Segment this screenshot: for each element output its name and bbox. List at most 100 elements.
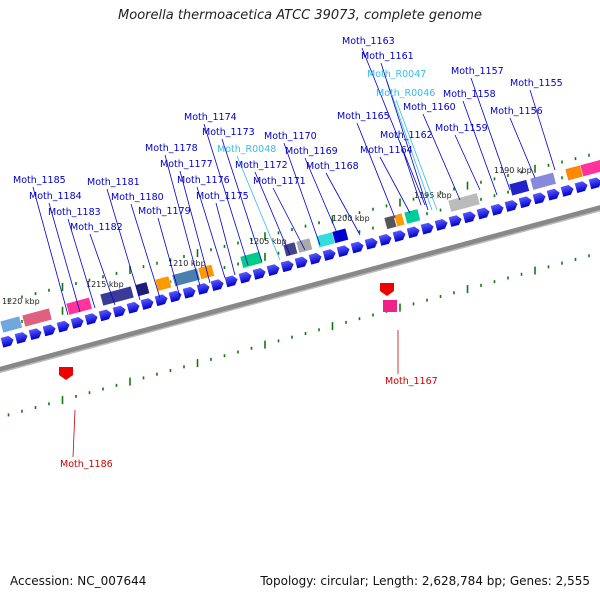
gene-label[interactable]: Moth_1170 [264, 131, 317, 142]
cds-arrow[interactable] [112, 305, 127, 318]
cds-arrow[interactable] [350, 241, 365, 254]
cds-arrow[interactable] [448, 214, 463, 227]
feature-box[interactable] [171, 267, 201, 287]
feature-box[interactable] [579, 158, 600, 177]
cds-arrow[interactable] [532, 192, 547, 205]
reverse-feature-marker[interactable] [380, 283, 394, 296]
label-leader-line [196, 186, 226, 279]
feature-box[interactable] [99, 285, 135, 307]
cds-arrow[interactable] [126, 301, 141, 314]
gene-label[interactable]: Moth_R0047 [367, 69, 426, 80]
gene-label[interactable]: Moth_1183 [48, 207, 101, 218]
cds-arrow[interactable] [462, 210, 477, 224]
cds-arrow[interactable] [56, 320, 71, 333]
gene-label[interactable]: Moth_1155 [510, 78, 563, 89]
gene-label[interactable]: Moth_1177 [160, 159, 213, 170]
cds-arrow[interactable] [322, 248, 337, 261]
cds-arrow[interactable] [14, 331, 29, 344]
gene-label[interactable]: Moth_1159 [435, 123, 488, 134]
gene-label[interactable]: Moth_1179 [138, 206, 191, 217]
cds-arrow[interactable] [168, 290, 183, 303]
cds-arrow[interactable] [434, 218, 449, 231]
reverse-gene-label[interactable]: Moth_1167 [385, 376, 438, 387]
feature-box[interactable] [508, 179, 530, 197]
gene-label[interactable]: Moth_1164 [360, 145, 413, 156]
feature-box[interactable] [134, 281, 151, 297]
feature-box[interactable] [383, 300, 397, 312]
cds-arrow[interactable] [280, 259, 295, 273]
feature-box[interactable] [403, 208, 421, 225]
cds-arrow[interactable] [518, 195, 533, 209]
cds-arrow[interactable] [154, 293, 169, 307]
cds-arrow[interactable] [364, 237, 379, 250]
gene-label[interactable]: Moth_1176 [177, 175, 230, 186]
feature-box[interactable] [529, 171, 557, 191]
cds-arrow[interactable] [210, 278, 225, 292]
gene-label[interactable]: Moth_1161 [361, 51, 414, 62]
cds-arrow[interactable] [504, 199, 519, 212]
cds-arrow[interactable] [378, 233, 393, 246]
cds-arrow[interactable] [392, 229, 407, 243]
gene-label[interactable]: Moth_1181 [87, 177, 140, 188]
cds-arrow[interactable] [588, 176, 600, 190]
cds-arrow[interactable] [490, 203, 505, 216]
cds-arrow[interactable] [196, 282, 211, 295]
gene-label[interactable]: Moth_1172 [235, 160, 288, 171]
gene-label[interactable]: Moth_1173 [202, 127, 255, 138]
gene-label[interactable]: Moth_1174 [184, 112, 237, 123]
cds-arrow[interactable] [182, 286, 197, 299]
cds-arrow[interactable] [308, 252, 323, 265]
feature-box[interactable] [21, 307, 53, 328]
gene-label[interactable]: Moth_R0048 [217, 144, 276, 155]
scale-label: 1220 kbp [2, 297, 40, 306]
cds-arrow[interactable] [28, 327, 43, 341]
gene-label[interactable]: Moth_1185 [13, 175, 66, 186]
feature-box[interactable] [65, 296, 93, 316]
gene-label[interactable]: Moth_1156 [490, 106, 543, 117]
gene-label[interactable]: Moth_1184 [29, 191, 82, 202]
feature-box[interactable] [331, 227, 349, 244]
cds-arrow[interactable] [238, 271, 253, 284]
gene-label[interactable]: Moth_1168 [306, 161, 359, 172]
cds-arrow[interactable] [294, 256, 309, 269]
feature-box[interactable] [197, 264, 215, 280]
gene-label[interactable]: Moth_1157 [451, 66, 504, 77]
feature-box[interactable] [447, 192, 481, 213]
gene-label[interactable]: Moth_1162 [380, 130, 433, 141]
cds-arrow[interactable] [70, 316, 85, 329]
feature-box[interactable] [393, 212, 406, 228]
cds-arrow[interactable] [476, 207, 491, 220]
gene-label[interactable]: Moth_1169 [285, 146, 338, 157]
cds-arrow[interactable] [574, 180, 589, 193]
cds-arrow[interactable] [0, 335, 15, 348]
cds-arrow[interactable] [140, 297, 155, 310]
feature-box[interactable] [383, 214, 398, 230]
feature-box[interactable] [295, 237, 313, 254]
gene-label[interactable]: Moth_1178 [145, 143, 198, 154]
feature-box[interactable] [282, 241, 299, 257]
reverse-feature-marker[interactable] [59, 367, 73, 380]
cds-arrow[interactable] [266, 263, 281, 276]
cds-arrow[interactable] [546, 188, 561, 201]
gene-label[interactable]: Moth_1158 [443, 89, 496, 100]
gene-label[interactable]: Moth_1175 [196, 191, 249, 202]
cds-arrow[interactable] [42, 324, 57, 337]
cds-arrow[interactable] [336, 244, 351, 258]
gene-label[interactable]: Moth_1163 [342, 36, 395, 47]
gene-label[interactable]: Moth_1171 [253, 176, 306, 187]
cds-arrow[interactable] [224, 274, 239, 288]
gene-label[interactable]: Moth_R0046 [376, 88, 435, 99]
cds-arrow[interactable] [406, 225, 421, 239]
gene-label[interactable]: Moth_1160 [403, 102, 456, 113]
gene-label[interactable]: Moth_1180 [111, 192, 164, 203]
cds-arrow[interactable] [560, 184, 575, 197]
cds-arrow[interactable] [84, 312, 99, 325]
feature-box[interactable] [154, 275, 172, 292]
reverse-gene-label[interactable]: Moth_1186 [60, 459, 113, 470]
gene-label[interactable]: Moth_1182 [70, 222, 123, 233]
cds-arrow[interactable] [98, 308, 113, 322]
feature-box[interactable] [0, 315, 23, 334]
cds-arrow[interactable] [252, 267, 267, 280]
cds-arrow[interactable] [420, 222, 435, 235]
gene-label[interactable]: Moth_1165 [337, 111, 390, 122]
